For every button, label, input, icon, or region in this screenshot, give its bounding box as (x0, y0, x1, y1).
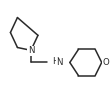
Text: N: N (56, 58, 63, 67)
Text: H: H (52, 57, 58, 66)
Text: N: N (28, 46, 34, 55)
Text: O: O (102, 58, 109, 67)
